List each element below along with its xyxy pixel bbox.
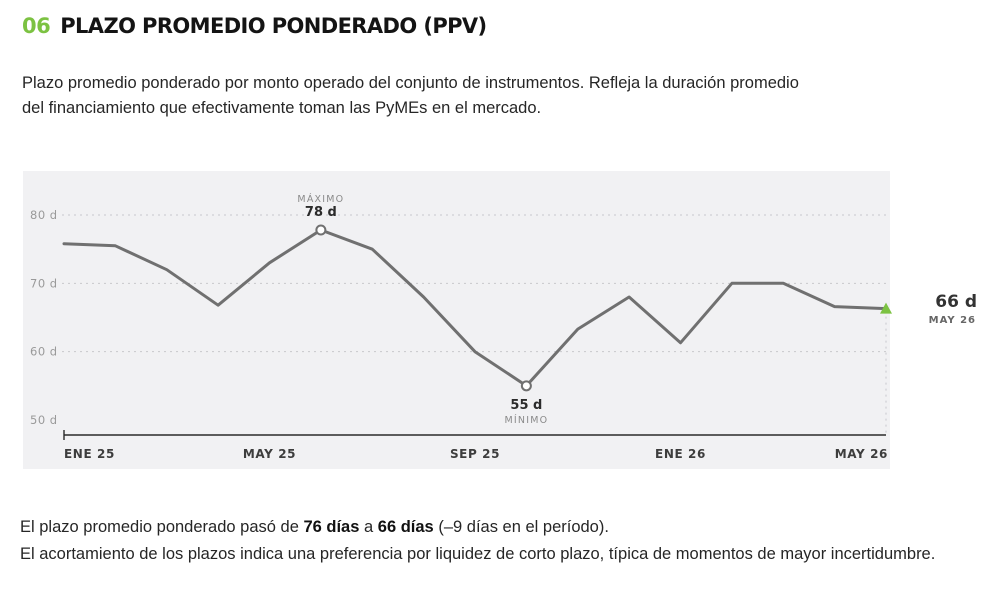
y-tick-label-70: 70 d — [30, 276, 58, 290]
min-point-marker — [520, 380, 532, 392]
x-tick-label: MAY 25 — [243, 447, 296, 461]
y-tick-label-60: 60 d — [30, 345, 58, 359]
section-header: 06 PLAZO PROMEDIO PONDERADO (PPV) — [22, 14, 487, 38]
last-value-label: 66 d — [935, 292, 977, 312]
max-point-marker — [315, 224, 327, 236]
summary-line-1-pre: El plazo promedio ponderado pasó de — [20, 518, 304, 536]
y-tick-label-80: 80 d — [30, 208, 58, 222]
x-tick-label: MAY 26 — [835, 447, 888, 461]
summary-line-2: El acortamiento de los plazos indica una… — [20, 545, 936, 563]
last-date-label: MAY 26 — [929, 315, 976, 326]
summary-from-value: 76 días — [303, 518, 360, 536]
summary-line-1: El plazo promedio ponderado pasó de 76 d… — [20, 514, 980, 541]
max-value-label: 78 d — [305, 205, 337, 220]
summary-line-1-mid: a — [359, 518, 378, 536]
summary-line-1-post: (–9 días en el período). — [433, 518, 609, 536]
summary-to-value: 66 días — [377, 518, 434, 536]
max-caption: MÁXIMO — [297, 193, 344, 205]
min-value-label: 55 d — [510, 398, 542, 413]
last-point-triangle-icon — [880, 302, 892, 314]
x-tick-label: ENE 26 — [655, 447, 706, 461]
summary-text: El plazo promedio ponderado pasó de 76 d… — [20, 514, 980, 568]
x-tick-label: SEP 25 — [450, 447, 500, 461]
chart-plot-background — [23, 171, 890, 469]
section-title: PLAZO PROMEDIO PONDERADO (PPV) — [60, 14, 487, 38]
section-number: 06 — [22, 14, 51, 38]
intro-text: Plazo promedio ponderado por monto opera… — [22, 74, 799, 117]
ppv-series-line — [62, 228, 888, 388]
min-caption: MÍNIMO — [504, 414, 548, 426]
y-tick-label-50: 50 d — [30, 413, 58, 427]
x-tick-label: ENE 25 — [64, 447, 115, 461]
